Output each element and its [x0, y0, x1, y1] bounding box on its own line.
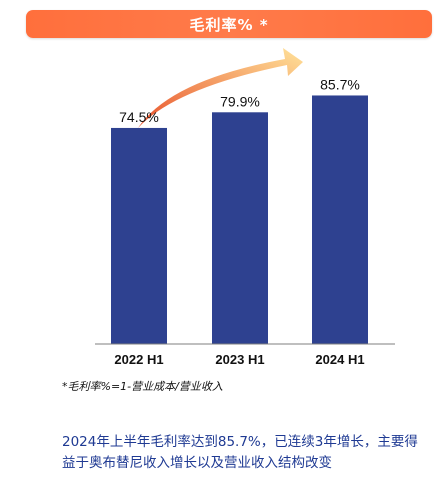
bar-2024-h1: [312, 95, 368, 344]
data-label: 79.9%: [220, 93, 260, 109]
bar-2022-h1: [111, 127, 167, 344]
footnote: *毛利率%=1-营业成本/营业收入: [62, 380, 223, 393]
trend-arrow-icon: [138, 48, 303, 128]
category-label: 2023 H1: [215, 352, 264, 367]
chart-title: 毛利率% *: [189, 15, 269, 34]
category-label: 2022 H1: [114, 352, 163, 367]
data-label: 85.7%: [320, 76, 360, 92]
data-label: 74.5%: [119, 109, 159, 125]
bar-2023-h1: [212, 112, 268, 344]
summary-text: 2024年上半年毛利率达到85.7%，已连续3年增长，主要得益于奥布替尼收入增长…: [62, 434, 418, 471]
category-label: 2024 H1: [315, 352, 364, 367]
chart-title-banner: 毛利率% *: [26, 10, 432, 38]
